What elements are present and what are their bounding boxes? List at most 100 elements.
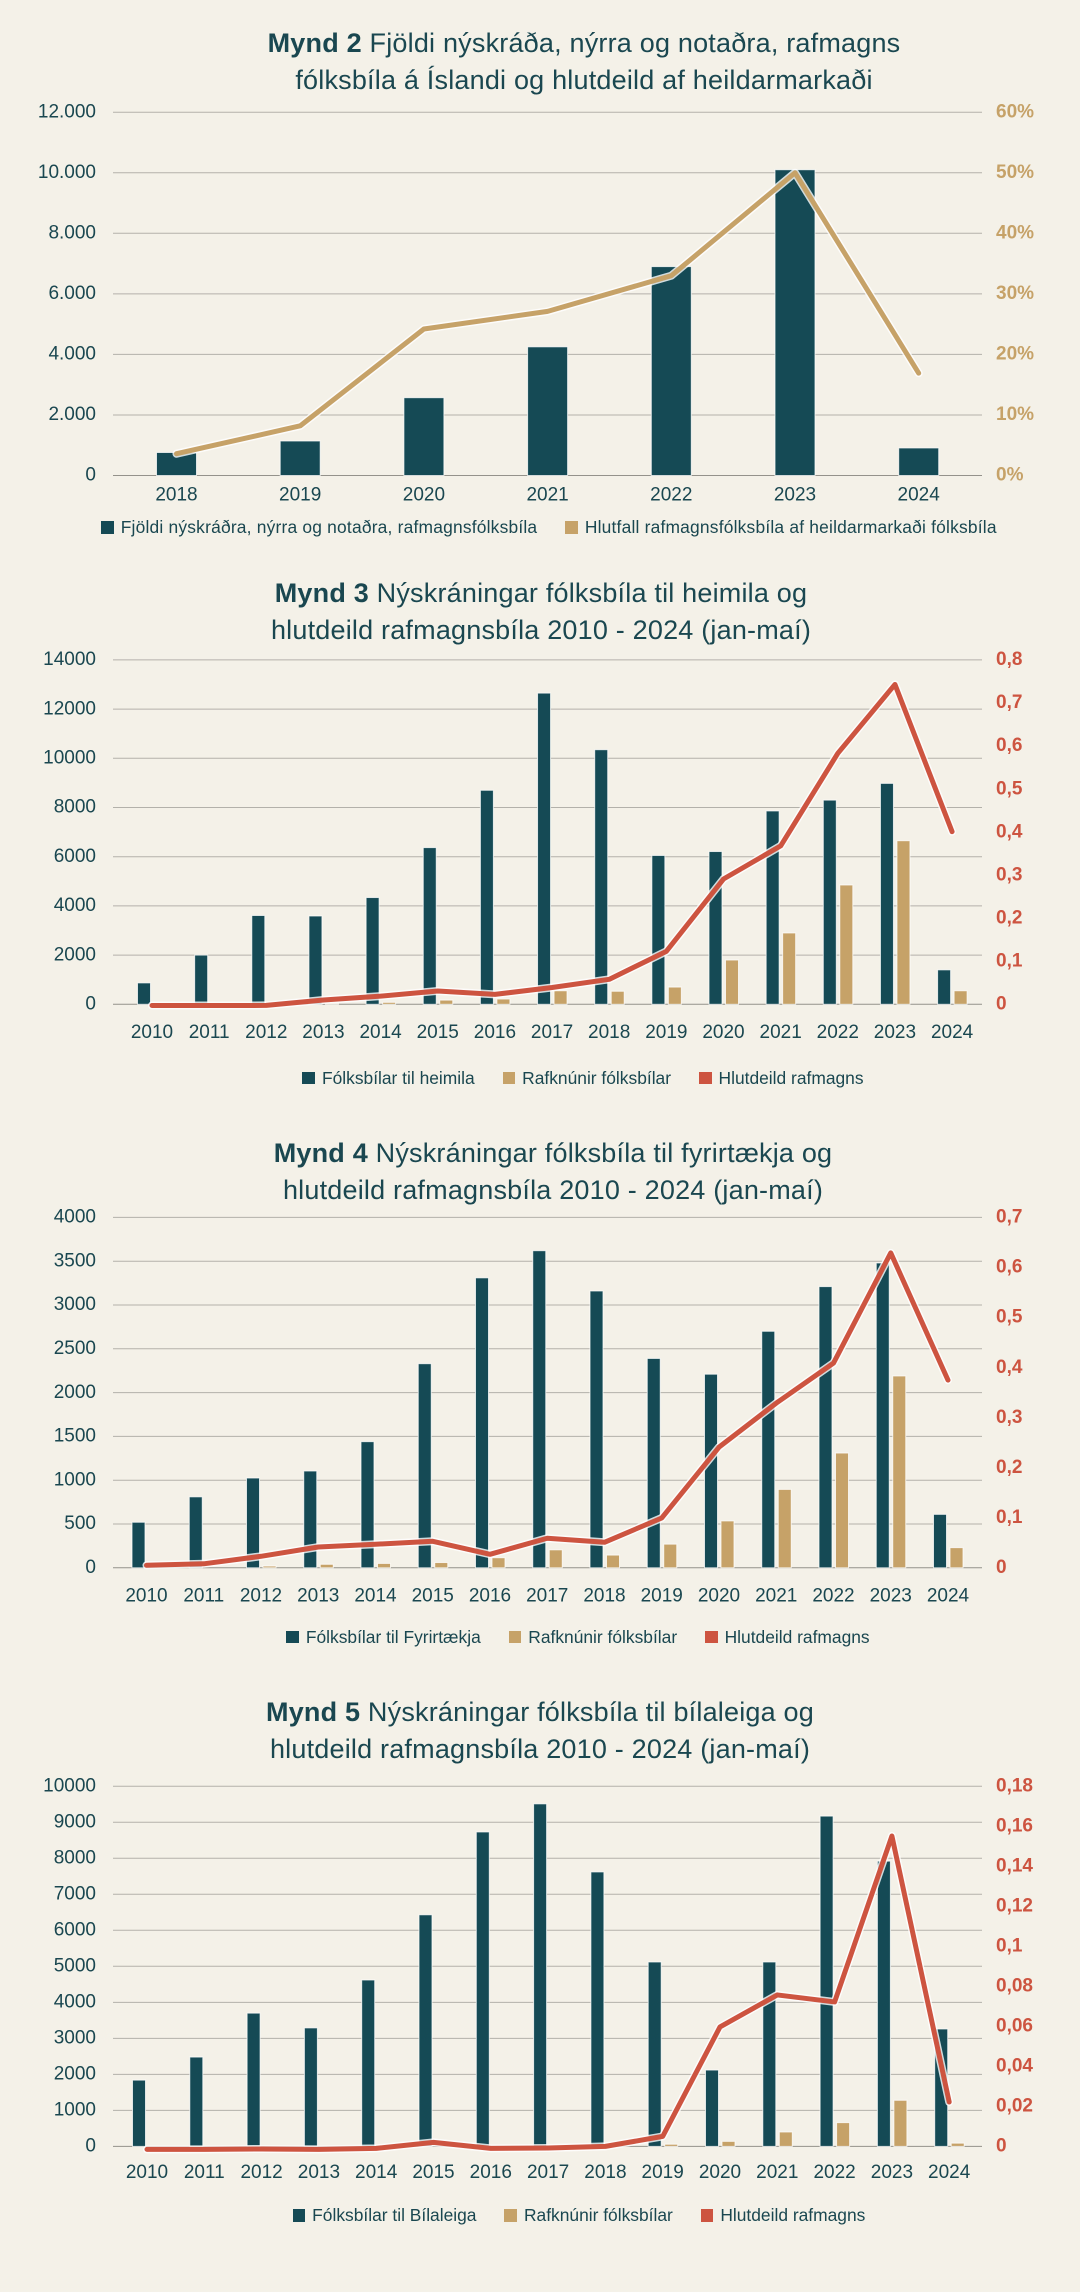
svg-text:0,12: 0,12 <box>996 1895 1033 1916</box>
svg-text:0%: 0% <box>996 465 1024 486</box>
svg-text:30%: 30% <box>996 283 1034 304</box>
svg-text:14000: 14000 <box>43 649 96 670</box>
svg-text:3500: 3500 <box>54 1250 96 1271</box>
svg-text:2011: 2011 <box>183 1586 224 1607</box>
svg-text:10000: 10000 <box>43 748 96 769</box>
svg-text:2019: 2019 <box>645 1022 687 1043</box>
svg-text:2018: 2018 <box>155 484 197 505</box>
svg-text:0,7: 0,7 <box>996 1207 1022 1228</box>
svg-text:40%: 40% <box>996 223 1034 244</box>
svg-text:0: 0 <box>996 1557 1007 1578</box>
svg-text:6000: 6000 <box>54 1919 96 1940</box>
svg-text:0,06: 0,06 <box>996 2016 1033 2037</box>
svg-text:3000: 3000 <box>54 1294 96 1315</box>
svg-text:5000: 5000 <box>54 1956 96 1977</box>
svg-text:10.000: 10.000 <box>38 162 96 183</box>
svg-text:0,1: 0,1 <box>996 950 1023 971</box>
svg-text:0: 0 <box>85 1557 96 1578</box>
svg-text:2015: 2015 <box>412 1586 454 1607</box>
svg-text:0,4: 0,4 <box>996 1357 1023 1378</box>
svg-text:2013: 2013 <box>302 1022 344 1043</box>
svg-text:12.000: 12.000 <box>38 101 96 122</box>
svg-text:4.000: 4.000 <box>48 344 96 365</box>
svg-text:2000: 2000 <box>54 944 96 965</box>
svg-text:2015: 2015 <box>417 1022 459 1043</box>
svg-text:0,14: 0,14 <box>996 1855 1033 1876</box>
svg-text:8000: 8000 <box>54 797 96 818</box>
svg-text:0,1: 0,1 <box>996 1507 1023 1528</box>
svg-text:2021: 2021 <box>756 2162 798 2183</box>
svg-text:2024: 2024 <box>927 1586 970 1607</box>
svg-text:2018: 2018 <box>583 1586 625 1607</box>
svg-text:2017: 2017 <box>527 2162 569 2183</box>
svg-text:2023: 2023 <box>774 484 816 505</box>
svg-text:2010: 2010 <box>131 1022 173 1043</box>
svg-text:0,08: 0,08 <box>996 1976 1033 1997</box>
svg-text:60%: 60% <box>996 101 1034 122</box>
svg-text:2000: 2000 <box>54 2064 96 2085</box>
svg-text:8.000: 8.000 <box>48 223 96 244</box>
svg-text:2021: 2021 <box>526 484 568 505</box>
svg-text:1000: 1000 <box>54 2100 96 2121</box>
svg-text:2500: 2500 <box>54 1338 96 1359</box>
svg-text:50%: 50% <box>996 162 1034 183</box>
svg-text:2022: 2022 <box>650 484 692 505</box>
svg-text:2011: 2011 <box>184 2162 225 2183</box>
svg-text:0,4: 0,4 <box>996 821 1023 842</box>
svg-text:2016: 2016 <box>469 1586 511 1607</box>
svg-text:2017: 2017 <box>526 1586 568 1607</box>
svg-text:2013: 2013 <box>297 1586 339 1607</box>
svg-text:0,1: 0,1 <box>996 1935 1023 1956</box>
svg-text:2019: 2019 <box>642 2162 684 2183</box>
svg-text:0,6: 0,6 <box>996 1257 1022 1278</box>
svg-text:2012: 2012 <box>240 1586 282 1607</box>
svg-text:0,5: 0,5 <box>996 1307 1023 1328</box>
svg-text:0,04: 0,04 <box>996 2056 1033 2077</box>
svg-text:0,3: 0,3 <box>996 864 1022 885</box>
svg-text:0: 0 <box>85 994 96 1015</box>
svg-text:0,8: 0,8 <box>996 649 1022 670</box>
svg-text:2000: 2000 <box>54 1382 96 1403</box>
svg-text:0: 0 <box>996 994 1007 1015</box>
svg-text:6000: 6000 <box>54 846 96 867</box>
svg-text:4000: 4000 <box>54 1992 96 2013</box>
svg-text:8000: 8000 <box>54 1847 96 1868</box>
svg-text:1000: 1000 <box>54 1469 96 1490</box>
svg-text:0: 0 <box>85 465 96 486</box>
svg-text:2024: 2024 <box>928 2162 971 2183</box>
svg-text:2020: 2020 <box>702 1022 744 1043</box>
svg-text:2017: 2017 <box>531 1022 573 1043</box>
svg-text:0: 0 <box>996 2136 1007 2157</box>
svg-text:2022: 2022 <box>817 1022 859 1043</box>
svg-text:2019: 2019 <box>641 1586 683 1607</box>
svg-text:2014: 2014 <box>354 1586 397 1607</box>
svg-text:2012: 2012 <box>245 1022 287 1043</box>
svg-text:2018: 2018 <box>588 1022 630 1043</box>
svg-text:2010: 2010 <box>126 2162 168 2183</box>
svg-text:10%: 10% <box>996 404 1034 425</box>
svg-text:2010: 2010 <box>125 1586 167 1607</box>
svg-text:0,02: 0,02 <box>996 2096 1033 2117</box>
svg-text:2022: 2022 <box>812 1586 854 1607</box>
svg-text:0,6: 0,6 <box>996 735 1022 756</box>
svg-text:2016: 2016 <box>470 2162 512 2183</box>
svg-text:2014: 2014 <box>355 2162 398 2183</box>
svg-text:2013: 2013 <box>298 2162 340 2183</box>
svg-text:500: 500 <box>64 1513 96 1534</box>
svg-text:2012: 2012 <box>240 2162 282 2183</box>
svg-text:0,5: 0,5 <box>996 778 1023 799</box>
svg-text:2020: 2020 <box>699 2162 741 2183</box>
svg-text:2023: 2023 <box>874 1022 916 1043</box>
svg-text:20%: 20% <box>996 344 1034 365</box>
svg-text:2020: 2020 <box>698 1586 740 1607</box>
svg-text:12000: 12000 <box>43 698 96 719</box>
svg-text:2021: 2021 <box>760 1022 802 1043</box>
svg-text:0,2: 0,2 <box>996 1457 1022 1478</box>
svg-text:2024: 2024 <box>931 1022 974 1043</box>
svg-text:6.000: 6.000 <box>48 283 96 304</box>
svg-text:2016: 2016 <box>474 1022 516 1043</box>
svg-text:2023: 2023 <box>871 2162 913 2183</box>
svg-text:2022: 2022 <box>813 2162 855 2183</box>
svg-text:10000: 10000 <box>43 1775 96 1796</box>
svg-text:0,18: 0,18 <box>996 1775 1033 1796</box>
